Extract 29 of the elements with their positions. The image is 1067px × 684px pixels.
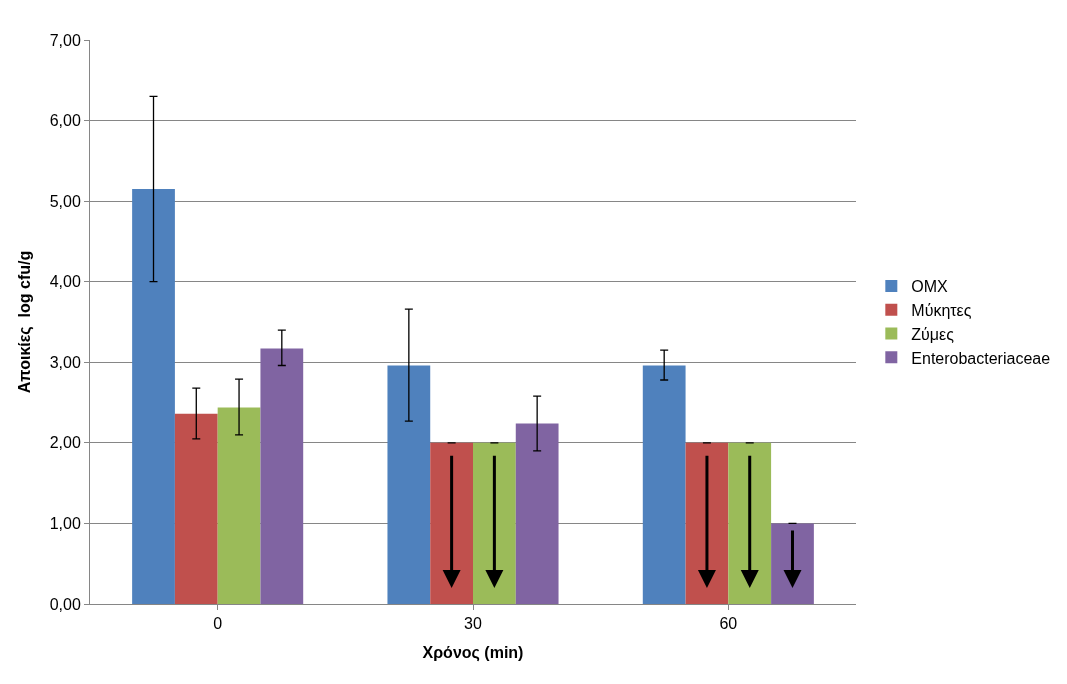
x-tick-label: 0: [213, 615, 223, 633]
x-axis-title: Χρόνος (min): [422, 643, 524, 662]
y-axis-title: Αποικίες log cfu/g: [15, 250, 34, 394]
bar: [642, 365, 686, 604]
bar: [387, 365, 431, 604]
bar: [430, 442, 473, 604]
legend-label: Enterobacteriaceae: [911, 349, 1051, 367]
bar: [174, 413, 218, 604]
x-tick-label: 30: [464, 615, 482, 633]
y-tick-label: 1,00: [49, 515, 81, 533]
x-tick-label: 60: [719, 615, 738, 633]
bar: [685, 442, 729, 604]
y-tick-label: 4,00: [49, 273, 81, 291]
bar: [728, 442, 772, 604]
y-tick-label: 0,00: [49, 595, 81, 613]
y-tick-label: 3,00: [49, 353, 81, 371]
y-tick-label: 7,00: [49, 31, 81, 49]
y-tick-label: 2,00: [49, 434, 81, 452]
legend-label: Μύκητες: [911, 301, 972, 319]
y-tick-label: 6,00: [49, 112, 81, 130]
bar: [217, 407, 261, 604]
bar: [515, 423, 559, 604]
bar: [473, 442, 516, 604]
bar: [260, 348, 304, 604]
bar: [771, 523, 814, 604]
legend-label: ΟΜΧ: [911, 278, 949, 296]
legend-label: Ζύμες: [911, 325, 955, 343]
y-tick-label: 5,00: [49, 192, 81, 210]
bar: [132, 189, 175, 604]
